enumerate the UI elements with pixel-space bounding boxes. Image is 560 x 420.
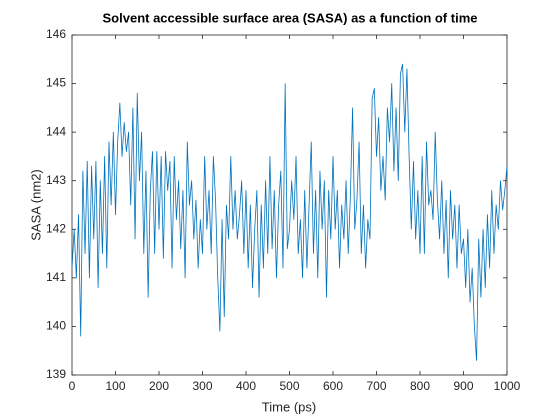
y-tick-label: 141	[46, 270, 66, 284]
x-tick-label: 300	[192, 379, 212, 393]
x-tick-label: 700	[366, 379, 386, 393]
data-line	[71, 63, 508, 361]
x-tick-label: 200	[149, 379, 169, 393]
chart-title: Solvent accessible surface area (SASA) a…	[103, 10, 478, 25]
y-tick-label: 143	[46, 173, 66, 187]
y-tick-label: 140	[46, 319, 66, 333]
y-tick-label: 146	[46, 27, 66, 41]
x-tick-label: 600	[323, 379, 343, 393]
x-tick-label: 500	[279, 379, 299, 393]
y-tick-label: 139	[46, 367, 66, 381]
x-tick-label: 400	[236, 379, 256, 393]
y-axis-label: SASA (nm2)	[28, 169, 43, 241]
x-axis-label: Time (ps)	[262, 399, 316, 414]
y-tick-label: 145	[46, 76, 66, 90]
x-tick-label: 800	[410, 379, 430, 393]
x-tick-label: 900	[453, 379, 473, 393]
axes-box	[71, 34, 508, 376]
x-tick-label: 1000	[494, 379, 521, 393]
x-tick-label: 0	[69, 379, 76, 393]
y-tick-label: 142	[46, 221, 66, 235]
x-tick-label: 100	[105, 379, 125, 393]
y-tick-label: 144	[46, 124, 66, 138]
